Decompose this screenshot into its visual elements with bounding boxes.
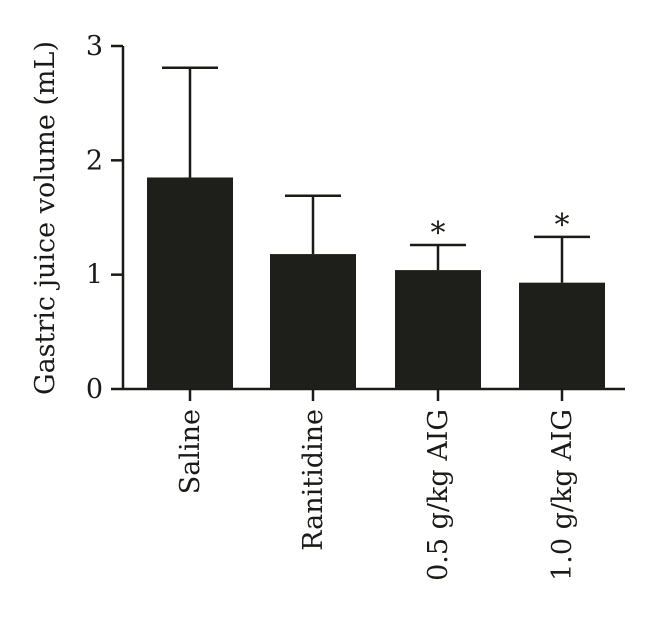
x-category-label: 1.0 g/kg AIG xyxy=(547,409,578,581)
x-category-label: Ranitidine xyxy=(298,409,329,551)
y-tick-label: 1 xyxy=(86,260,103,291)
x-category-labels: Saline Ranitidine 0.5 g/kg AIG 1.0 g/kg AIG xyxy=(175,389,578,581)
y-tick-label: 2 xyxy=(86,145,103,176)
y-ticks: 0 1 2 3 xyxy=(86,31,123,405)
bars xyxy=(147,177,605,389)
y-axis-title: Gastric juice volume (mL) xyxy=(30,41,61,395)
significance-markers: * * xyxy=(431,208,570,251)
y-tick-label: 3 xyxy=(86,31,103,62)
error-bars xyxy=(162,66,590,283)
x-category-label: Saline xyxy=(175,409,206,494)
bar xyxy=(395,270,481,389)
significance-asterisk: * xyxy=(555,208,570,243)
bar xyxy=(270,254,356,389)
x-category-label: 0.5 g/kg AIG xyxy=(423,409,454,581)
bar xyxy=(147,177,233,389)
y-tick-label: 0 xyxy=(86,374,103,405)
significance-asterisk: * xyxy=(431,216,446,251)
bar xyxy=(519,282,605,389)
